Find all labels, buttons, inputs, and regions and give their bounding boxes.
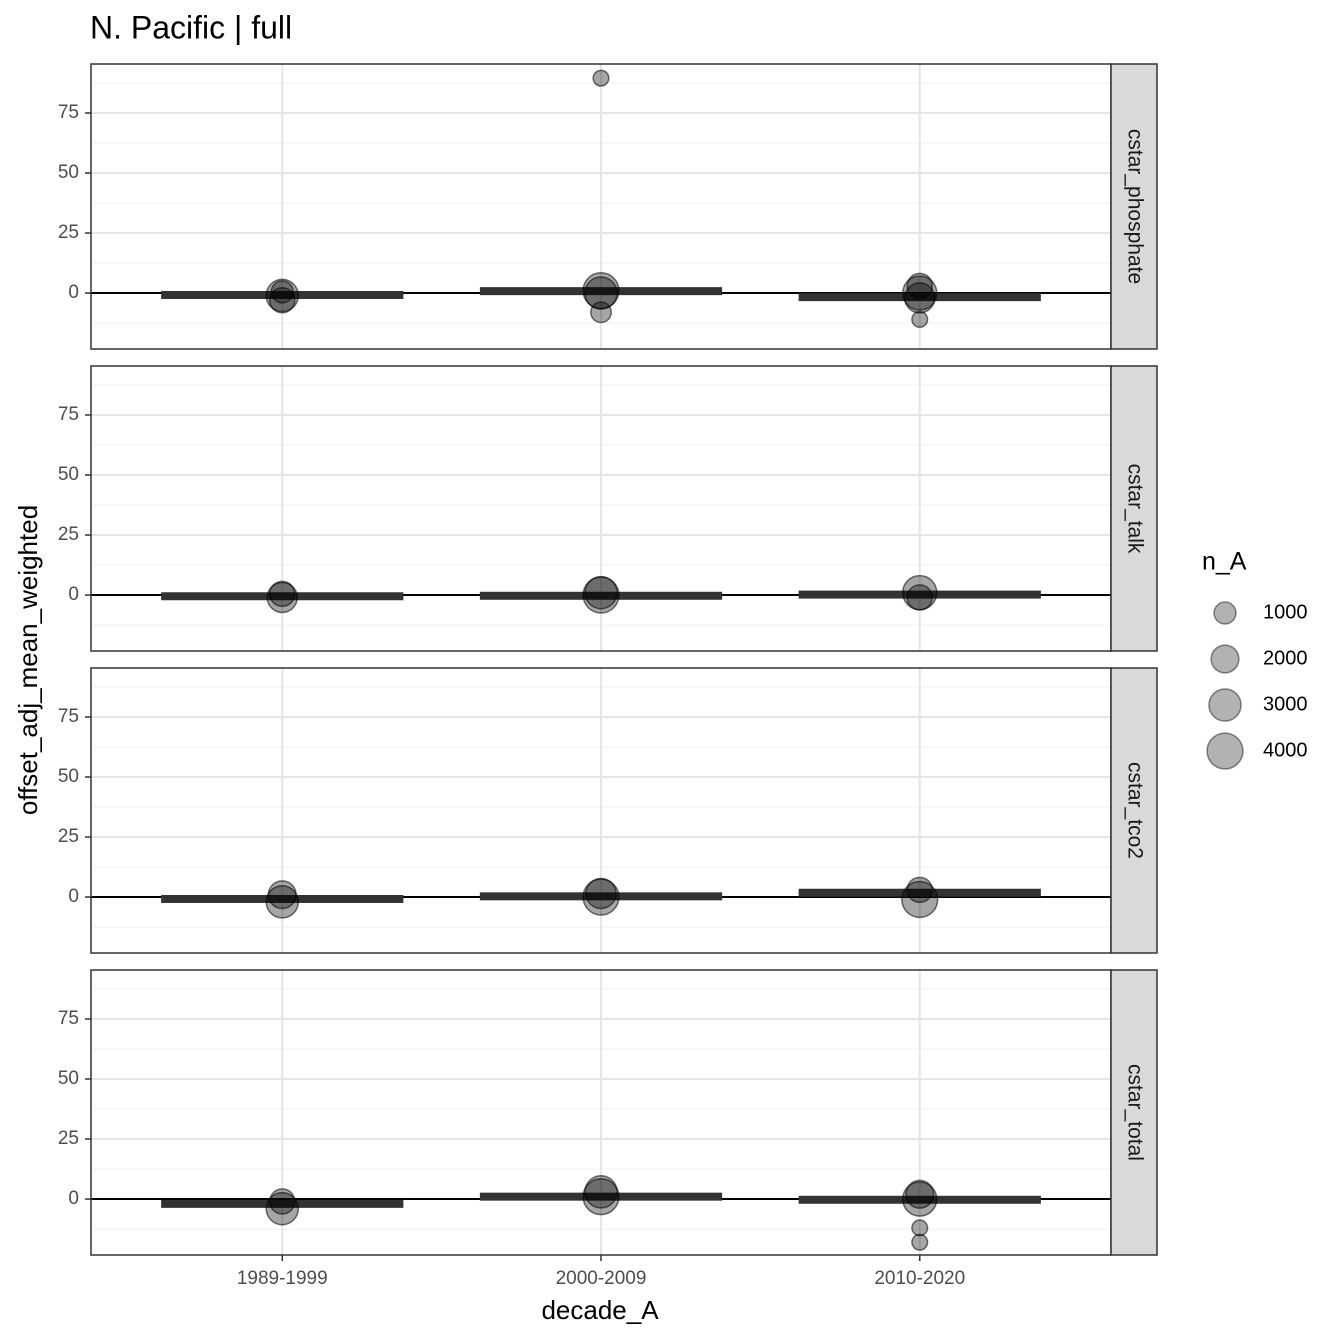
mean-bar (479, 287, 723, 296)
mean-bar (161, 894, 404, 903)
y-tick-label: 25 (58, 524, 79, 545)
mean-bar (161, 592, 404, 601)
point (266, 581, 298, 614)
y-tick-label: 50 (58, 464, 79, 485)
mean-bar (161, 1199, 404, 1208)
mean-bar (798, 590, 1041, 599)
legend-label: 2000 (1263, 647, 1308, 669)
y-tick-label: 75 (58, 102, 79, 123)
mean-bar (479, 591, 723, 600)
point (901, 1181, 938, 1217)
point (905, 1179, 935, 1209)
point (585, 877, 617, 910)
y-tick-label: 0 (68, 1188, 79, 1209)
legend-title: n_A (1202, 548, 1247, 576)
strip-label: cstar_phosphate (1123, 129, 1146, 284)
legend-key (1210, 644, 1240, 674)
y-tick-label: 0 (68, 584, 79, 605)
point (906, 876, 934, 904)
y-tick-label: 0 (68, 282, 79, 303)
point (265, 278, 300, 313)
y-tick-label: 75 (58, 404, 79, 425)
point (584, 575, 618, 610)
point (592, 69, 610, 87)
y-tick-label: 0 (68, 886, 79, 907)
legend-key (1208, 688, 1242, 722)
legend-label: 3000 (1263, 693, 1308, 715)
x-tick-label: 2010-2020 (874, 1268, 965, 1289)
point (268, 286, 296, 314)
legend-label: 4000 (1263, 739, 1308, 761)
point (911, 1233, 929, 1251)
x-tick-label: 1989-1999 (237, 1268, 328, 1289)
point (268, 1188, 296, 1215)
y-tick-label: 75 (58, 706, 79, 727)
point (911, 310, 929, 329)
mean-bar (798, 1195, 1041, 1204)
point (911, 1219, 929, 1237)
y-tick-label: 50 (58, 1068, 79, 1089)
mean-bar (798, 293, 1041, 302)
x-tick-label: 2000-2009 (556, 1268, 647, 1289)
mean-bar (161, 290, 404, 299)
point (268, 580, 296, 608)
point (906, 272, 934, 300)
point (901, 275, 938, 311)
strip-label: cstar_talk (1123, 464, 1146, 554)
point (584, 276, 618, 310)
y-tick-label: 50 (58, 766, 79, 787)
point (267, 880, 297, 910)
legend-key (1213, 601, 1237, 625)
strip-label: cstar_tco2 (1123, 762, 1146, 859)
y-axis-label: offset_adj_mean_weighted (13, 505, 43, 815)
strip-label: cstar_total (1123, 1064, 1146, 1161)
point (901, 880, 939, 919)
y-tick-label: 75 (58, 1008, 79, 1029)
legend-key (1206, 732, 1244, 770)
chart-title: N. Pacific | full (90, 9, 292, 45)
strip (1110, 969, 1158, 1256)
strip (1110, 365, 1158, 652)
y-tick-label: 25 (58, 826, 79, 847)
strip (1110, 667, 1158, 954)
point (584, 1175, 618, 1209)
point (906, 584, 934, 611)
point (265, 1191, 300, 1226)
point (265, 885, 300, 919)
strip (1110, 63, 1158, 350)
y-tick-label: 25 (58, 1128, 79, 1149)
y-tick-label: 50 (58, 162, 79, 183)
point (904, 282, 936, 314)
mean-bar (479, 892, 723, 901)
mean-bar (479, 1192, 723, 1201)
mean-bar (798, 888, 1041, 897)
legend-label: 1000 (1263, 601, 1308, 623)
y-tick-label: 25 (58, 222, 79, 243)
x-axis-label: decade_A (541, 1295, 659, 1325)
point (270, 280, 294, 304)
